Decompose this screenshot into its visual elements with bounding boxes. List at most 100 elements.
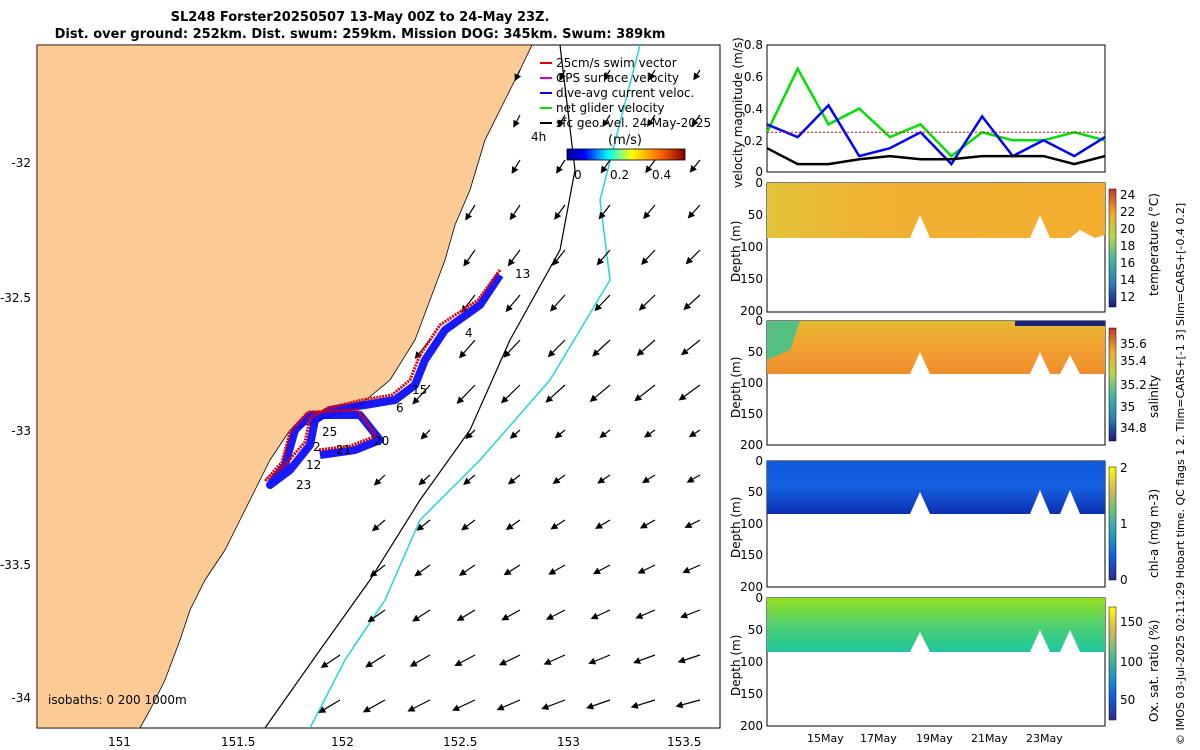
current-vector bbox=[678, 384, 701, 401]
current-vector bbox=[693, 69, 701, 81]
current-vector bbox=[686, 474, 701, 483]
cb-tick: 35.4 bbox=[1120, 354, 1147, 368]
current-vector bbox=[503, 564, 521, 576]
current-vector bbox=[418, 474, 431, 486]
y-tick-label: -32 bbox=[11, 156, 31, 170]
cb-tick: 35 bbox=[1120, 400, 1135, 414]
cb-tick: 24 bbox=[1120, 188, 1135, 202]
current-vector bbox=[636, 339, 656, 356]
oxygen-panel bbox=[766, 597, 1117, 727]
temperature-colorbar bbox=[1108, 188, 1117, 308]
map-panel: 13 4 15 6 25 20 2 21 12 23 25cm/s swim v… bbox=[0, 44, 721, 749]
current-vector bbox=[634, 384, 656, 402]
velocity-panel: 0 0.2 0.4 0.6 0.8 velocity magnitude (m/… bbox=[731, 37, 1106, 188]
current-vector bbox=[588, 654, 611, 665]
colorbar-tick: 0.2 bbox=[610, 168, 629, 182]
current-vector bbox=[407, 699, 431, 712]
current-vector bbox=[549, 294, 566, 312]
salinity-low-patch bbox=[767, 321, 800, 360]
current-vector bbox=[465, 204, 476, 221]
date-axis: 15May 17May 19May 21May 23May bbox=[807, 732, 1063, 745]
cb-label: Ox. sat. ratio (%) bbox=[1147, 620, 1161, 722]
velocity-series bbox=[765, 66, 1106, 167]
series-line bbox=[766, 147, 1106, 166]
y-tick-label: -33 bbox=[11, 424, 31, 438]
current-vector bbox=[409, 654, 431, 667]
y-tick-label: 0.8 bbox=[744, 38, 763, 52]
depth-ylabel: Depth (m) bbox=[729, 221, 743, 282]
y-tick-label: 100 bbox=[740, 517, 763, 531]
current-vector bbox=[644, 429, 656, 438]
track-label: 2 bbox=[313, 440, 321, 454]
map-legend: 25cm/s swim vector GPS surface velocity … bbox=[531, 56, 711, 182]
current-vector bbox=[594, 294, 611, 312]
current-vector bbox=[416, 519, 431, 531]
y-tick-label: 0 bbox=[755, 591, 763, 605]
current-vector bbox=[501, 609, 521, 621]
current-vector bbox=[556, 159, 566, 174]
colorbar-tick: 0.4 bbox=[652, 168, 671, 182]
current-vector bbox=[509, 429, 521, 439]
chla-field bbox=[767, 461, 1105, 514]
track-label: 12 bbox=[306, 458, 321, 472]
current-vector bbox=[680, 609, 701, 619]
section-y-axes: 0 50 100 150 200 0 50 100 150 200 0 50 1… bbox=[740, 176, 763, 733]
y-tick-label: -32.5 bbox=[0, 291, 31, 305]
legend-entry: dive-avg current veloc. bbox=[556, 86, 694, 100]
current-vector bbox=[496, 699, 521, 711]
x-tick-label: 153 bbox=[557, 735, 580, 749]
current-vector bbox=[646, 114, 656, 127]
date-tick: 19May bbox=[916, 732, 953, 745]
legend-entry: GPS surface velocity bbox=[556, 71, 679, 85]
cb-tick: 0 bbox=[1120, 573, 1128, 587]
current-vector bbox=[689, 159, 701, 173]
current-vector bbox=[589, 384, 611, 402]
cb-tick: 34.8 bbox=[1120, 421, 1147, 435]
current-vector bbox=[604, 69, 611, 81]
current-vector bbox=[602, 114, 611, 128]
current-vector bbox=[550, 519, 566, 530]
current-vector bbox=[505, 294, 521, 313]
current-vector bbox=[513, 114, 521, 128]
series-line bbox=[766, 103, 1106, 167]
cb-tick: 50 bbox=[1120, 693, 1135, 707]
date-tick: 15May bbox=[807, 732, 844, 745]
current-vector bbox=[498, 654, 521, 666]
salinity-colorbar bbox=[1108, 327, 1117, 442]
salinity-surface-fresh bbox=[1015, 321, 1105, 326]
y-tick-label: 150 bbox=[740, 272, 763, 286]
salinity-panel bbox=[766, 320, 1117, 446]
current-vector bbox=[458, 564, 476, 576]
current-vector bbox=[507, 249, 521, 267]
depth-ylabel: Depth (m) bbox=[729, 497, 743, 558]
current-vector bbox=[554, 204, 566, 220]
current-vector bbox=[637, 564, 656, 574]
y-tick-label: 100 bbox=[740, 376, 763, 390]
current-vector bbox=[638, 294, 656, 311]
depth-labels: Depth (m) Depth (m) Depth (m) Depth (m) bbox=[729, 221, 743, 696]
current-vector bbox=[554, 429, 566, 439]
map-y-axis: -32 -32.5 -33 -33.5 -34 bbox=[0, 156, 31, 705]
y-tick-label: 100 bbox=[740, 240, 763, 254]
temperature-field bbox=[767, 183, 1105, 238]
current-vector bbox=[557, 114, 566, 128]
depth-ylabel: Depth (m) bbox=[729, 357, 743, 418]
current-vector bbox=[509, 204, 521, 221]
date-tick: 21May bbox=[971, 732, 1008, 745]
colorbar-unit: (m/s) bbox=[608, 133, 642, 148]
current-vector bbox=[373, 474, 386, 486]
current-vector bbox=[514, 69, 522, 82]
current-vector bbox=[641, 249, 656, 265]
current-vector bbox=[367, 609, 386, 623]
isobath-1000m bbox=[309, 45, 641, 728]
current-vector bbox=[592, 339, 611, 357]
oxygen-field bbox=[767, 598, 1105, 652]
y-tick-label: 0 bbox=[755, 165, 763, 179]
cb-tick: 2 bbox=[1120, 461, 1128, 475]
cb-tick: 150 bbox=[1120, 615, 1143, 629]
current-vector bbox=[371, 519, 386, 532]
y-tick-label: -34 bbox=[11, 691, 31, 705]
velocity-y-axis: 0 0.2 0.4 0.6 0.8 bbox=[744, 38, 763, 179]
cb-tick: 14 bbox=[1120, 273, 1135, 287]
current-vector bbox=[547, 339, 566, 358]
